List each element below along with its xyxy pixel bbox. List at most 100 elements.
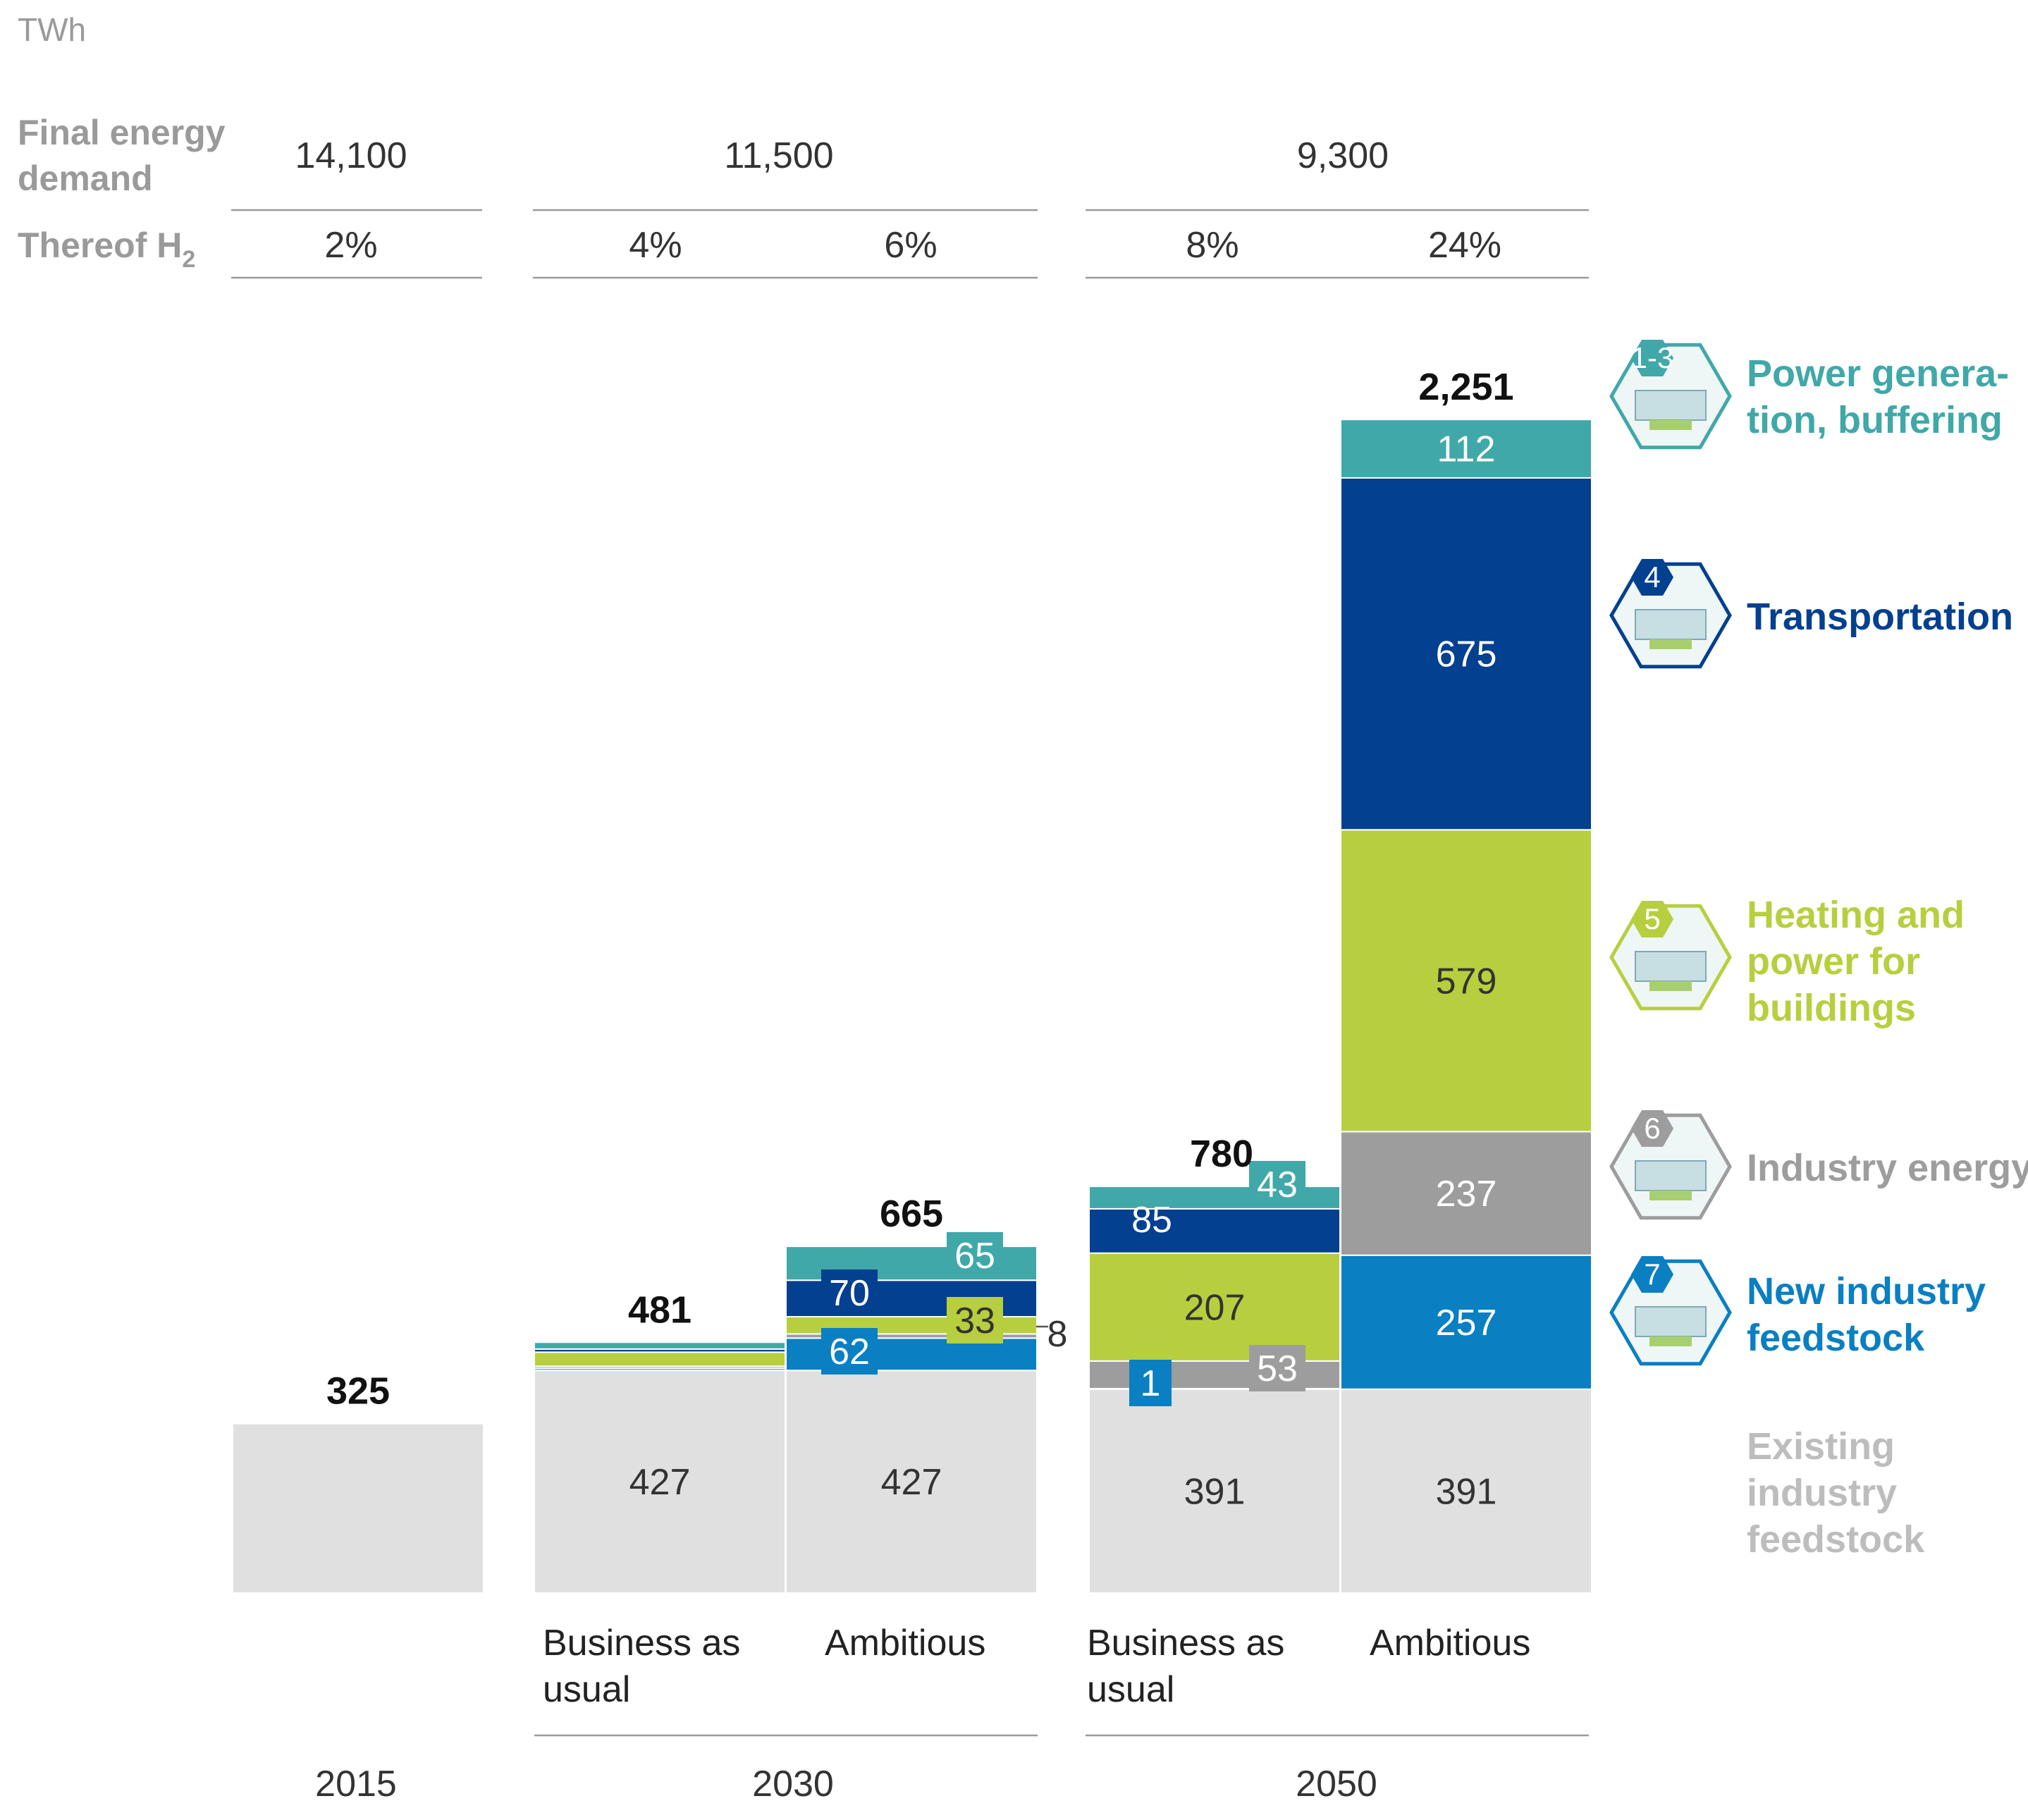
bar-segment-existing [1340, 1388, 1592, 1594]
value-label-box [1249, 1345, 1305, 1391]
scenario-label-2030-bau-line1: Business as [543, 1623, 740, 1664]
transport-badge-icon [1631, 559, 1673, 596]
legend-label-existing: Existing [1747, 1425, 1895, 1468]
value-label-new_feedstock: 62 [829, 1332, 870, 1372]
scenario-label-2050-bau: Business as usual [1087, 1623, 1295, 1710]
industry_energy-badge-number: 6 [1644, 1112, 1660, 1145]
bar-segment-transport [1088, 1207, 1341, 1254]
bar-segment-transport [1340, 476, 1592, 831]
power-badge-number: 1-3 [1631, 341, 1674, 374]
final-energy-label-2: demand [18, 159, 153, 198]
value-label-box [1129, 1360, 1172, 1406]
value-label-existing: 391 [1184, 1471, 1246, 1512]
thereof-h2-text: Thereof H [18, 226, 182, 265]
value-label-buildings: 207 [1184, 1287, 1246, 1328]
bar-segment-existing [785, 1370, 1038, 1594]
bar-segment-existing [232, 1422, 484, 1594]
value-label-box [821, 1269, 878, 1316]
year-label-2050: 2050 [1296, 1764, 1377, 1804]
buildings-ground-icon [1649, 981, 1692, 991]
legend-label-power: Power genera- [1747, 352, 2009, 395]
value-label-existing: 427 [881, 1462, 942, 1503]
value-label-box [947, 1232, 1003, 1279]
legend-label-buildings: Heating and [1747, 894, 1965, 936]
h2-share-2050-ambitious: 24% [1428, 225, 1501, 266]
h2-share-2030-ambitious: 6% [884, 225, 937, 266]
legend-label-existing: feedstock [1747, 1518, 1925, 1561]
value-label-existing: 427 [629, 1462, 691, 1503]
scenario-label-2050-bau-line1: Business as [1087, 1623, 1284, 1664]
industry_energy-ground-icon [1649, 1191, 1692, 1200]
bar-segment-existing [1088, 1388, 1341, 1594]
new_feedstock-building-icon [1635, 1306, 1707, 1337]
transport-ground-icon [1649, 639, 1692, 649]
final-energy-label: Final energy [18, 113, 226, 152]
bar-total-label: 780 [1190, 1133, 1253, 1175]
bar-segment-buildings [534, 1351, 786, 1367]
thereof-h2-subscript: 2 [182, 246, 195, 273]
bar-group: 325 [232, 1370, 484, 1594]
bar-segment-industry_energy [1340, 1131, 1592, 1256]
bar-group: 427 62 8 33 70 65 665 [785, 1193, 1067, 1594]
buildings-badge-icon [1631, 901, 1673, 937]
header-table: Final energy demand Thereof H2 14,100 11… [18, 113, 1589, 279]
legend-item-transport: 4 Transportation [1609, 559, 2013, 669]
legend-label-buildings: buildings [1747, 987, 1916, 1029]
bar-group: 427 481 [534, 1289, 786, 1594]
value-label-box [947, 1297, 1003, 1344]
bars-layer: 325 427 481 427 62 8 33 70 65 665 391 1 53 207 85 43780… [232, 366, 1592, 1594]
value-label-new_feedstock: 1 [1141, 1363, 1161, 1404]
bar-segment-power [1340, 419, 1592, 479]
value-label-power: 43 [1257, 1164, 1298, 1205]
bar-segment-buildings [1340, 829, 1592, 1133]
final-energy-2030: 11,500 [724, 135, 833, 176]
value-label-transport: 85 [1131, 1200, 1172, 1241]
legend-item-power: 1-3 Power genera-tion, buffering [1609, 340, 2009, 450]
power-ground-icon [1649, 420, 1692, 430]
scenario-label-2050-bau-line2: usual [1087, 1669, 1174, 1710]
year-label-2015: 2015 [315, 1764, 397, 1804]
legend-label-power: tion, buffering [1747, 399, 2003, 441]
value-label-new_feedstock: 257 [1436, 1303, 1497, 1344]
scenario-label-2030-bau-line2: usual [543, 1669, 630, 1710]
bar-segment-existing [534, 1370, 786, 1594]
bar-total-label: 325 [326, 1370, 390, 1413]
h2-share-2030-bau: 4% [629, 225, 682, 266]
bar-segment-buildings [1088, 1252, 1341, 1362]
scenario-label-2030-ambitious: Ambitious [825, 1623, 985, 1664]
bar-total-label: 481 [628, 1289, 692, 1331]
value-label-buildings: 33 [954, 1301, 995, 1341]
value-label-transport: 675 [1436, 634, 1497, 675]
buildings-badge-number: 5 [1644, 902, 1660, 935]
bar-total-label: 665 [880, 1193, 943, 1235]
h2-share-2050-bau: 8% [1186, 225, 1239, 266]
value-label-power: 65 [954, 1236, 995, 1277]
bar-segment-new_feedstock [1340, 1254, 1592, 1390]
year-axis: 2015 2030 2050 [315, 1734, 1589, 1804]
value-label-industry_energy: 237 [1436, 1174, 1497, 1215]
bar-group: 391 257 237 579 675 112 2,251 [1340, 366, 1592, 1594]
legend-label-existing: industry [1747, 1472, 1897, 1514]
buildings-building-icon [1635, 951, 1707, 982]
legend: 1-3 Power genera-tion, buffering 4 Transpor… [1609, 340, 2028, 1561]
legend-label-buildings: power for [1747, 940, 1920, 983]
value-label-power: 112 [1437, 429, 1496, 470]
scenario-labels: Business as usual Ambitious Business as … [543, 1623, 1530, 1710]
value-label-industry_energy: 53 [1257, 1348, 1298, 1389]
value-label-existing: 391 [1436, 1471, 1497, 1512]
value-label-transport: 70 [829, 1273, 870, 1314]
legend-label-industry_energy: Industry energy [1747, 1147, 2028, 1189]
bar-total-label: 2,251 [1418, 366, 1513, 408]
value-label-box [1249, 1161, 1305, 1207]
transport-badge-number: 4 [1644, 560, 1660, 594]
industry_energy-building-icon [1635, 1160, 1707, 1191]
legend-label-new_feedstock: New industry [1747, 1270, 1986, 1312]
new_feedstock-badge-icon [1631, 1256, 1673, 1293]
scenario-label-2030-bau: Business as usual [543, 1623, 751, 1710]
power-badge-icon [1631, 340, 1673, 376]
final-energy-2050: 9,300 [1297, 135, 1389, 176]
